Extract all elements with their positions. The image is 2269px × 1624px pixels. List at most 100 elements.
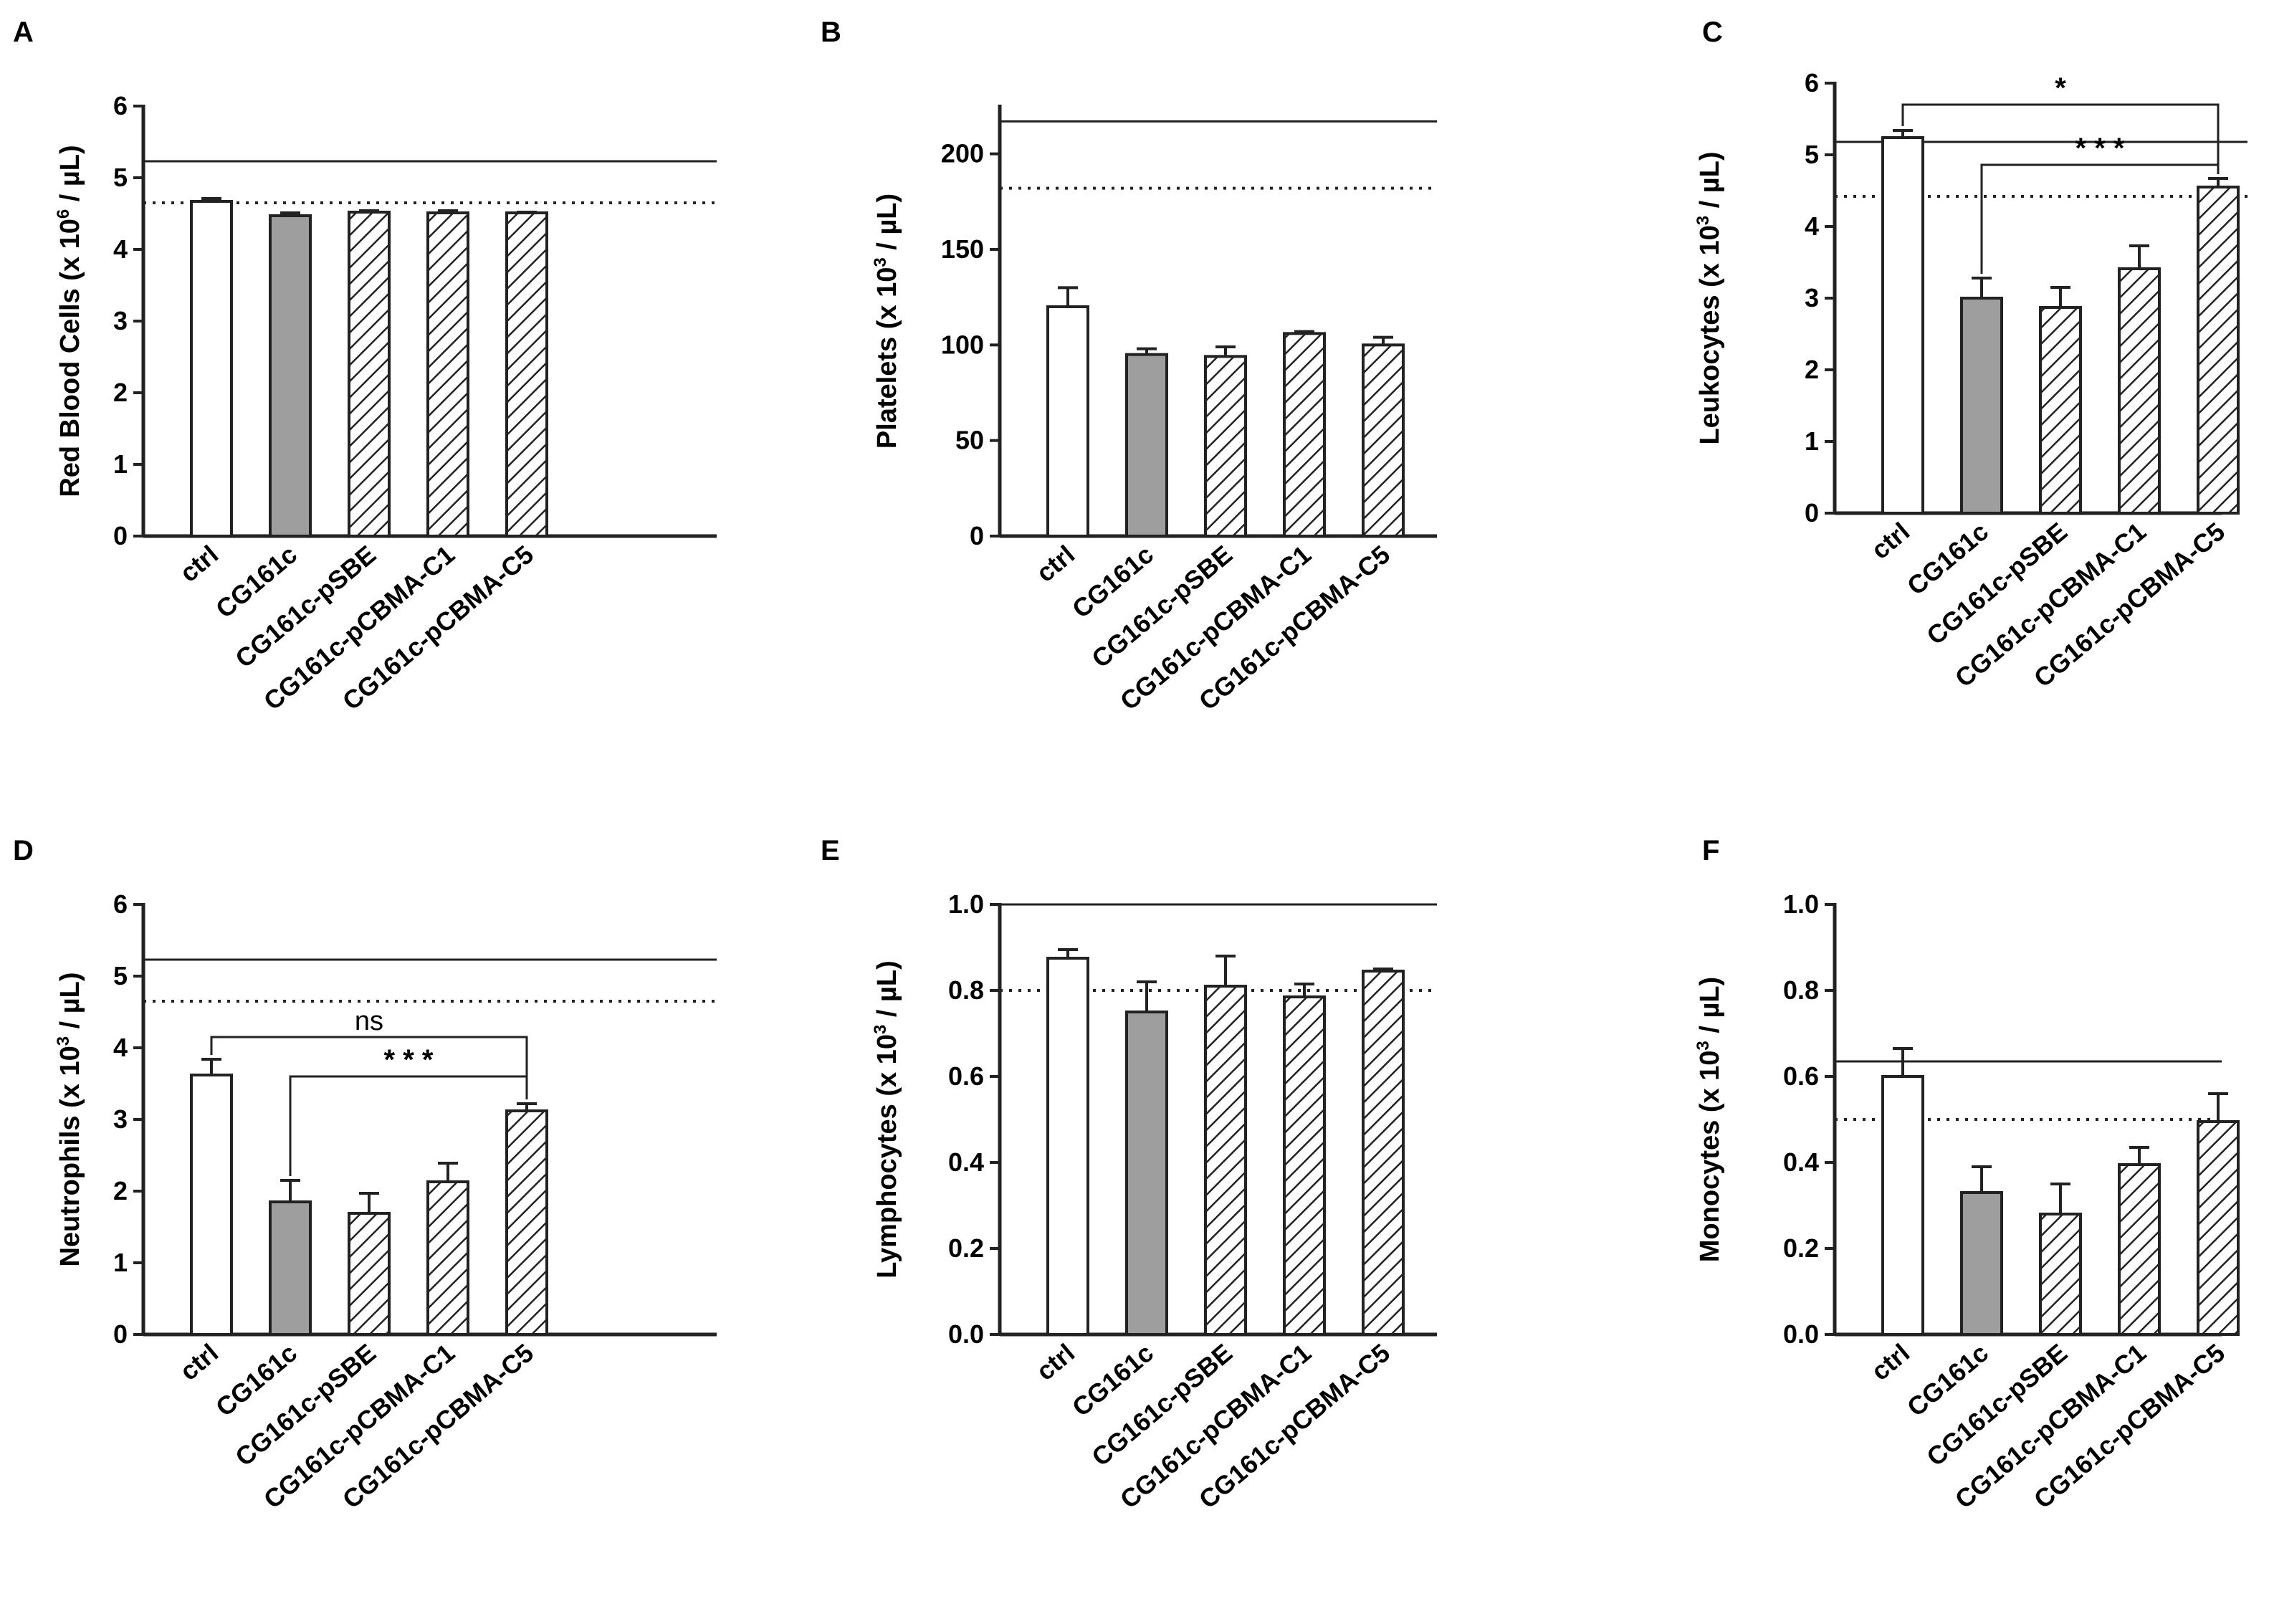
y-tick-label: 3 — [113, 1104, 128, 1134]
y-tick-label: 1 — [1805, 426, 1819, 456]
y-tick-label: 0 — [970, 521, 984, 550]
y-tick-label: 4 — [1805, 211, 1819, 241]
significance-bracket — [1980, 163, 2220, 274]
bar-CG161c-pSBE — [348, 211, 391, 538]
y-tick-label: 5 — [113, 163, 128, 192]
significance-label: * * * — [2075, 133, 2125, 164]
y-tick-label: 1 — [113, 1248, 128, 1277]
significance-label: * * * — [384, 1044, 434, 1076]
y-tick-label: 0.4 — [1783, 1147, 1819, 1177]
bar-CG161c-pCBMA-C1 — [2118, 1163, 2161, 1336]
y-tick-label: 6 — [1805, 68, 1819, 97]
y-axis-label-exponent: 3 — [1694, 216, 1713, 225]
panel-label: A — [13, 16, 34, 48]
bar-CG161c-pSBE — [2039, 306, 2082, 515]
y-axis-label-unit: / µL) — [872, 960, 902, 1024]
y-axis-label: Red Blood Cells (x 106 / µL) — [54, 145, 85, 497]
y-tick-label: 4 — [113, 234, 128, 264]
y-tick-label: 2 — [1805, 355, 1819, 384]
bar-ctrl — [1046, 957, 1089, 1336]
y-tick-label: 3 — [113, 306, 128, 335]
bar-CG161c-pCBMA-C1 — [1283, 332, 1326, 538]
y-tick-label: 1 — [113, 449, 128, 479]
y-tick-label: 100 — [941, 330, 984, 359]
bar-CG161c-pCBMA-C5 — [2197, 1120, 2240, 1336]
y-tick-label: 5 — [1805, 140, 1819, 169]
y-axis-label-exponent: 3 — [871, 257, 890, 267]
y-axis-label-text: Red Blood Cells (x 10 — [55, 219, 85, 497]
y-tick-label: 0.8 — [948, 975, 984, 1005]
y-tick-label: 0 — [1805, 498, 1819, 527]
panel-label: C — [1702, 16, 1723, 48]
bar-CG161c-pCBMA-C1 — [426, 211, 469, 538]
x-tick-label: ctrl — [174, 540, 224, 588]
y-tick-label: 0.4 — [948, 1147, 984, 1177]
bar-CG161c-pCBMA-C1 — [2118, 267, 2161, 515]
y-tick-label: 0.2 — [948, 1233, 984, 1263]
y-axis-label-exponent: 6 — [54, 209, 73, 219]
y-axis-label-text: Platelets (x 10 — [872, 267, 902, 449]
bar-CG161c-pSBE — [348, 1212, 391, 1336]
y-tick-label: 0 — [113, 521, 128, 550]
y-axis-label-text: Monocytes (x 10 — [1695, 1051, 1725, 1263]
y-axis-label-text: Lymphocytes (x 10 — [872, 1034, 902, 1279]
bar-CG161c-pCBMA-C5 — [505, 1109, 548, 1336]
significance-bracket — [289, 1075, 528, 1176]
bar-CG161c — [1125, 353, 1168, 538]
x-tick-label: ctrl — [1866, 1338, 1915, 1386]
bar-CG161c — [1125, 1011, 1168, 1336]
panel-label: D — [13, 835, 34, 866]
y-axis-label-text: Leukocytes (x 10 — [1695, 225, 1725, 444]
x-tick-label: ctrl — [1031, 1338, 1080, 1386]
y-axis-label: Leukocytes (x 103 / µL) — [1694, 151, 1725, 444]
x-tick-label: ctrl — [1031, 540, 1080, 588]
y-tick-label: 1.0 — [948, 889, 984, 919]
panel-label: B — [821, 16, 841, 48]
bar-CG161c-pSBE — [1204, 355, 1247, 538]
y-axis-label-exponent: 3 — [1694, 1041, 1713, 1050]
y-tick-label: 0 — [113, 1319, 128, 1349]
y-axis-label-unit: / µL) — [1695, 151, 1725, 215]
y-tick-label: 0.6 — [1783, 1061, 1819, 1091]
bar-ctrl — [1881, 1075, 1924, 1336]
significance-label: ns — [355, 1006, 383, 1036]
y-axis-label-exponent: 3 — [871, 1025, 890, 1034]
bar-CG161c-pSBE — [2039, 1213, 2082, 1336]
bar-CG161c-pCBMA-C5 — [1362, 343, 1405, 538]
bar-CG161c-pCBMA-C5 — [1362, 970, 1405, 1336]
y-axis-label-unit: / µL) — [55, 972, 85, 1036]
panel-f: F 0.0 0.2 0.4 0.6 0.8 1.0 Monocytes (x 103 / µL… — [1694, 835, 2240, 1514]
y-tick-label: 150 — [941, 234, 984, 264]
y-axis-label: Platelets (x 103 / µL) — [871, 194, 902, 449]
y-axis-label-unit: / µL) — [872, 194, 902, 257]
y-tick-label: 0.8 — [1783, 975, 1819, 1005]
panel-e: E 0.0 0.2 0.4 0.6 0.8 1.0 Lymphocytes (x 103 / … — [821, 835, 1437, 1514]
bar-CG161c — [269, 214, 312, 538]
y-axis-label-unit: / µL) — [1695, 977, 1725, 1041]
bar-ctrl — [1881, 136, 1924, 515]
bar-CG161c-pCBMA-C5 — [2197, 186, 2240, 515]
bar-ctrl — [190, 1074, 233, 1336]
y-axis-label: Monocytes (x 103 / µL) — [1694, 977, 1725, 1262]
significance-bracket — [210, 1036, 528, 1099]
y-axis-label: Neutrophils (x 103 / µL) — [54, 972, 85, 1266]
y-tick-label: 1.0 — [1783, 889, 1819, 919]
bar-CG161c — [1960, 1191, 2003, 1336]
y-axis-label-text: Neutrophils (x 10 — [55, 1046, 85, 1266]
bar-CG161c-pCBMA-C5 — [505, 211, 548, 538]
panel-label: F — [1702, 835, 1719, 866]
significance-label: * — [2055, 72, 2066, 104]
bar-CG161c — [269, 1200, 312, 1336]
bar-CG161c — [1960, 297, 2003, 515]
x-tick-label: ctrl — [1866, 517, 1915, 565]
y-tick-label: 3 — [1805, 283, 1819, 312]
y-tick-label: 0.6 — [948, 1061, 984, 1091]
y-tick-label: 0.2 — [1783, 1233, 1819, 1263]
y-tick-label: 5 — [113, 961, 128, 990]
y-axis-label-exponent: 3 — [54, 1036, 73, 1046]
significance-bracket — [1901, 103, 2220, 174]
